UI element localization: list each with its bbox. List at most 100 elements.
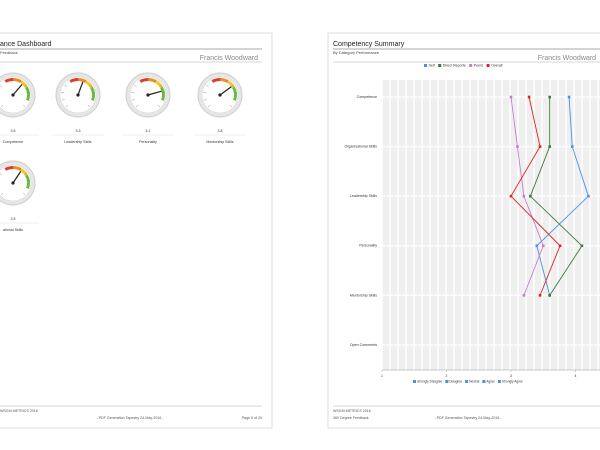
scale-swatch bbox=[497, 380, 501, 383]
series-marker bbox=[522, 294, 526, 297]
footer-left: WSGM METRICS 2016 bbox=[0, 409, 38, 413]
legend-swatch bbox=[438, 64, 442, 67]
gauge-needle bbox=[77, 81, 84, 96]
gauge-label: Mentorship Skills bbox=[206, 140, 233, 144]
x-tick-label: 2 bbox=[446, 374, 448, 378]
gauge-tick bbox=[159, 84, 162, 87]
gauge-needle bbox=[219, 86, 232, 96]
footer-center: - PDF Generation Tapestry 24-May-2016 - bbox=[96, 416, 164, 420]
scale-label: Strongly Agree bbox=[502, 380, 523, 384]
gauge-tick bbox=[135, 104, 139, 108]
gauge-band bbox=[19, 168, 28, 177]
plot-area bbox=[382, 80, 600, 370]
gauge-face bbox=[0, 76, 32, 114]
gauge-tick bbox=[91, 99, 95, 101]
gauge-tick bbox=[134, 84, 137, 87]
gauge-tick bbox=[131, 99, 135, 101]
gauge-value: 3.8 bbox=[218, 129, 223, 133]
series-marker bbox=[509, 194, 513, 198]
gauge-tick bbox=[5, 167, 7, 171]
footer-left-2: 360 Degree Feedback bbox=[333, 416, 369, 420]
scale-label: Strongly Disagree bbox=[417, 380, 443, 384]
gauge-tick bbox=[0, 192, 4, 196]
gauge-tick bbox=[207, 104, 211, 108]
category-label: Organisational Skills bbox=[344, 145, 377, 149]
gauge-tick bbox=[203, 99, 207, 101]
competency-chart: Competence Organisational Skills Leadershi… bbox=[344, 64, 600, 384]
category-label: Personality bbox=[359, 244, 377, 248]
series-marker bbox=[538, 145, 542, 148]
person-name: Francis Woodward bbox=[200, 55, 258, 62]
series-marker bbox=[567, 95, 571, 99]
gauge-hub bbox=[76, 93, 80, 97]
category-label: Competence bbox=[357, 95, 377, 99]
footer-center: - PDF Generation Tapestry 24-May-2016 - bbox=[434, 416, 502, 420]
gauge-value: 3.6 bbox=[11, 129, 16, 133]
series-marker bbox=[516, 145, 519, 148]
gauge-tick bbox=[0, 85, 2, 87]
gauge-value: 4.1 bbox=[146, 129, 151, 133]
scale-swatch bbox=[465, 380, 469, 383]
gauge-tick bbox=[231, 84, 234, 87]
page-title: Competency Summary bbox=[333, 41, 405, 48]
series-marker bbox=[538, 294, 542, 297]
gauge-hub bbox=[11, 93, 15, 97]
gauge-label: Leadership Skills bbox=[64, 140, 91, 144]
legend-label: Overall bbox=[491, 64, 503, 68]
gauge-tick bbox=[22, 192, 26, 196]
person-name: Francis Woodward bbox=[538, 55, 596, 62]
scale-swatch bbox=[445, 380, 449, 383]
gauge-tick bbox=[154, 79, 156, 83]
series-marker bbox=[522, 194, 526, 198]
gauge-tick bbox=[226, 79, 228, 83]
gauge-band bbox=[19, 80, 28, 89]
gauge-needle bbox=[12, 83, 23, 96]
gauge-tick bbox=[233, 99, 237, 101]
gauge-label: Personality bbox=[139, 140, 157, 144]
gauge-tick bbox=[19, 79, 21, 83]
gauge-label: ational Skills bbox=[3, 228, 23, 232]
gauge-hub bbox=[218, 93, 222, 97]
gauge-tick bbox=[19, 167, 21, 171]
gauge-band bbox=[84, 80, 93, 89]
page-subtitle: By Category Performance bbox=[333, 50, 380, 55]
legend-swatch bbox=[469, 64, 473, 67]
series-marker bbox=[548, 294, 551, 297]
legend-label: Peers bbox=[474, 64, 484, 68]
series-marker bbox=[570, 145, 574, 148]
x-tick-label: 3 bbox=[510, 374, 512, 378]
x-tick-label: 4 bbox=[575, 374, 577, 378]
scale-swatch bbox=[482, 380, 486, 383]
category-label: Leadership Skills bbox=[350, 194, 377, 198]
series-marker bbox=[580, 244, 584, 248]
gauge-needle bbox=[147, 90, 162, 96]
gauge-tick bbox=[24, 172, 27, 175]
gauge-tick bbox=[84, 79, 86, 83]
gauge-value: 3.5 bbox=[11, 217, 16, 221]
category-label: Mentorship Skills bbox=[350, 293, 377, 297]
footer-right: Page 5 of 20 bbox=[242, 416, 262, 420]
scale-label: Disagree bbox=[449, 380, 462, 384]
gauge-hub bbox=[11, 181, 15, 185]
scale-swatch bbox=[413, 380, 416, 383]
gauge-tick bbox=[26, 99, 30, 101]
series-marker bbox=[509, 95, 513, 99]
gauge-tick bbox=[61, 99, 65, 101]
gauge-face bbox=[0, 164, 32, 202]
gauges: 3.6 Competence 3.3 Leadership Skills 4.1 Pers… bbox=[0, 72, 246, 232]
page-title: ance Dashboard bbox=[0, 41, 51, 48]
gauge-tick bbox=[229, 104, 233, 108]
gauge-value: 3.3 bbox=[76, 129, 81, 133]
gauge-tick bbox=[0, 173, 2, 175]
gauge-tick bbox=[157, 104, 161, 108]
series-marker bbox=[548, 95, 551, 99]
gauge-label: Competence bbox=[3, 140, 23, 144]
gauge-tick bbox=[64, 84, 67, 87]
gauge-tick bbox=[65, 104, 69, 108]
series-marker bbox=[587, 194, 590, 198]
scale-label: Agree bbox=[486, 380, 495, 384]
gauge-tick bbox=[206, 84, 209, 87]
series-marker bbox=[535, 244, 539, 248]
series-marker bbox=[541, 244, 545, 248]
